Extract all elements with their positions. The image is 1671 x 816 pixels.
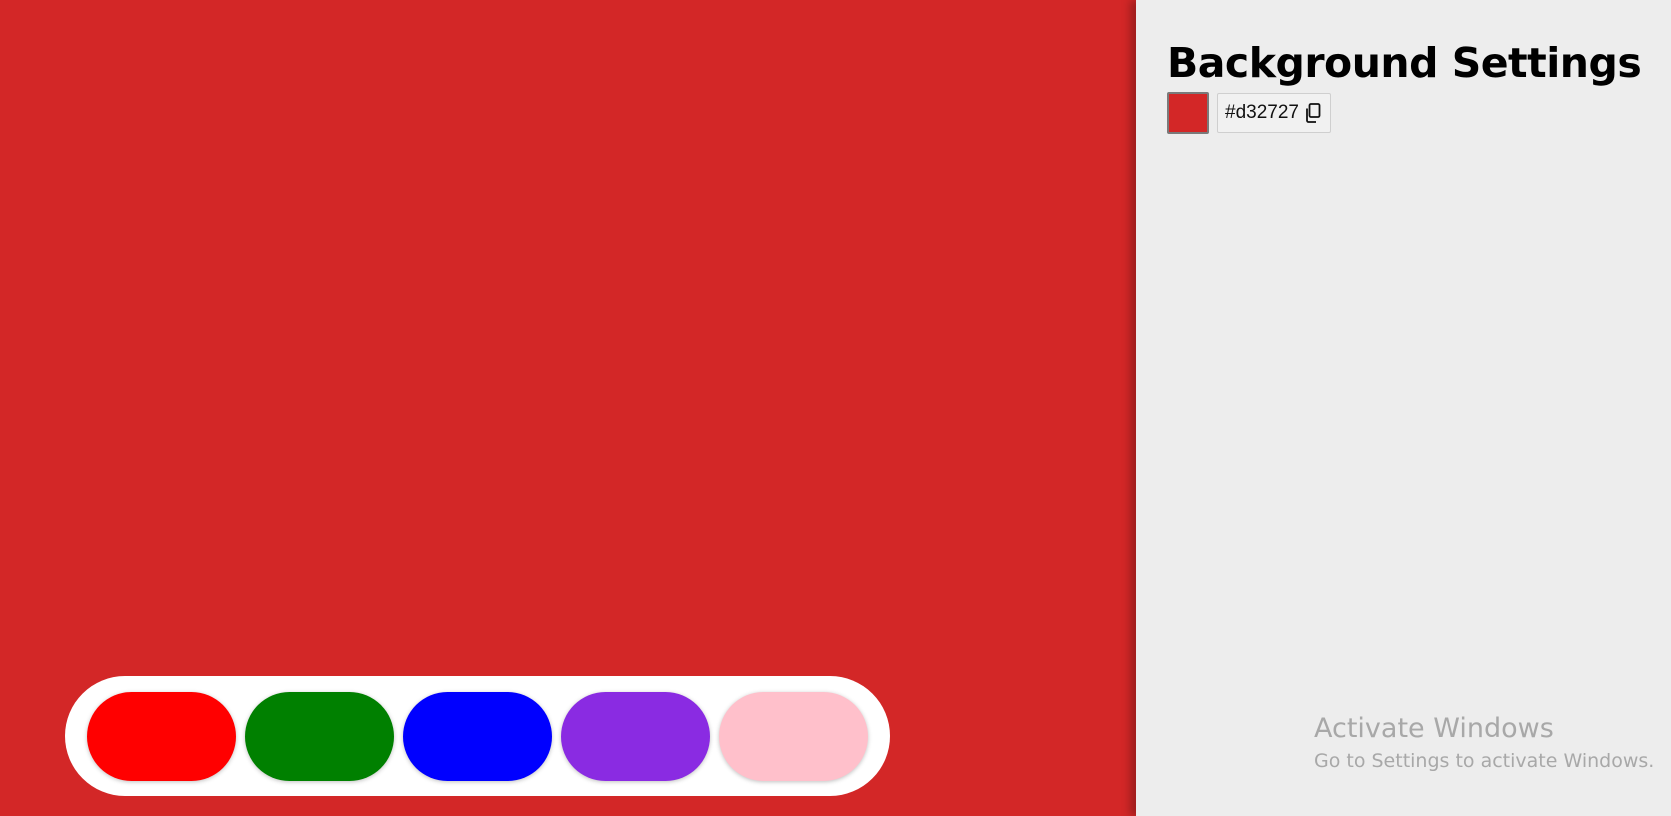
palette-swatch-pink[interactable]	[719, 691, 868, 781]
activate-windows-subtitle: Go to Settings to activate Windows.	[1314, 750, 1655, 772]
current-color-row: #d32727	[1167, 92, 1331, 134]
background-canvas	[0, 0, 1136, 816]
activate-windows-watermark: Activate Windows Go to Settings to activ…	[1314, 712, 1654, 774]
palette-swatch-blue[interactable]	[403, 691, 552, 781]
current-color-swatch[interactable]	[1167, 92, 1209, 134]
copy-hex-button[interactable]: #d32727	[1217, 93, 1331, 133]
settings-panel: Background Settings #d32727	[1136, 0, 1671, 816]
hex-value: #d32727	[1225, 102, 1299, 123]
panel-title: Background Settings	[1167, 39, 1642, 87]
palette-swatch-green[interactable]	[245, 691, 394, 781]
palette-swatch-purple[interactable]	[561, 691, 710, 781]
copy-icon	[1303, 102, 1323, 124]
color-palette	[65, 676, 890, 796]
palette-swatch-red[interactable]	[87, 691, 236, 781]
activate-windows-title: Activate Windows	[1314, 713, 1554, 744]
